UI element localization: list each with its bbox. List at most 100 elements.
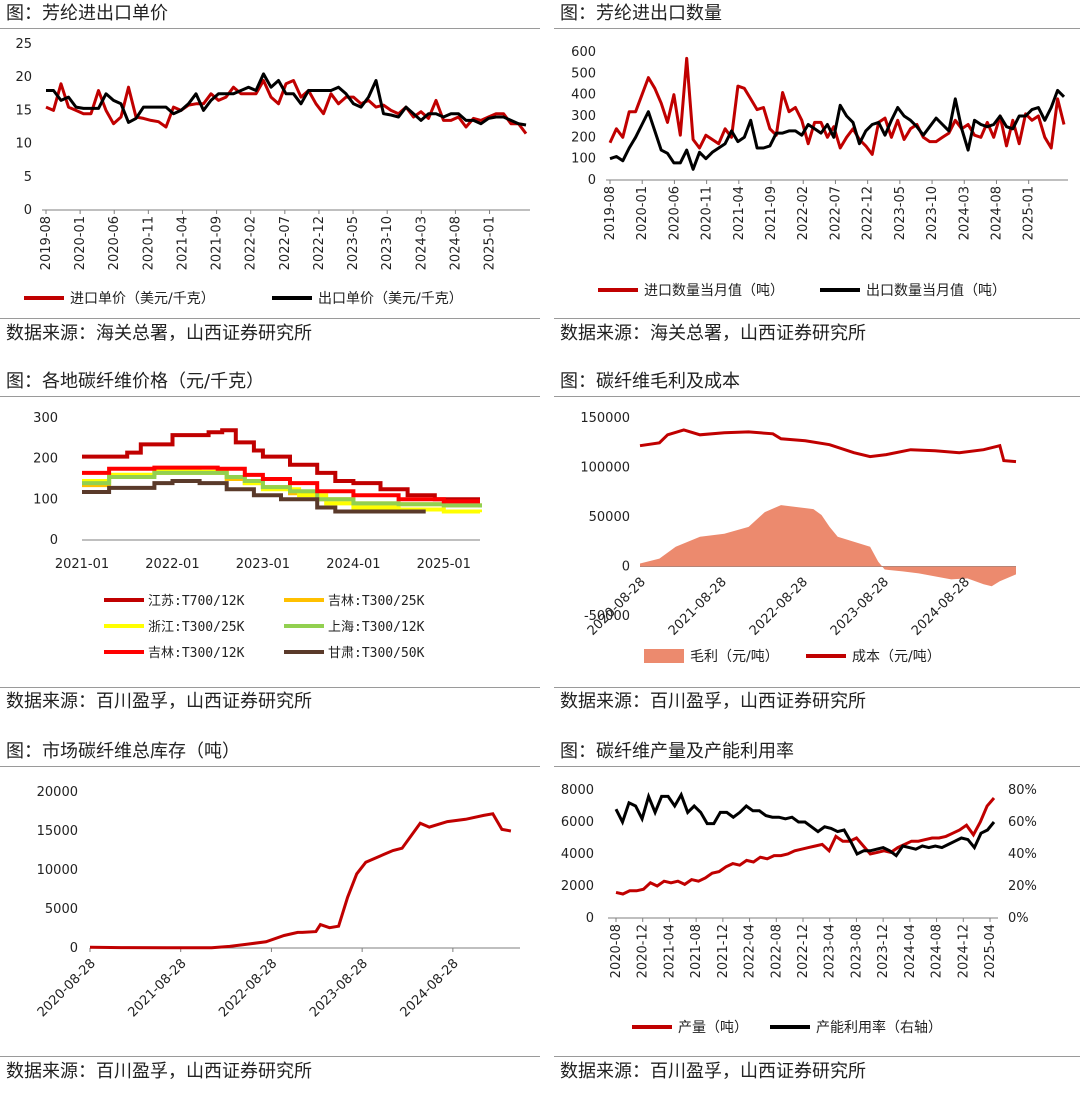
y-tick-label: 20000 [37, 785, 78, 800]
chart-panel-output-and-utilization: 图：碳纤维产量及产能利用率 0 2000 4000 6000 8000 0% 20% 40% 6… [540, 738, 1080, 1100]
y-tick-label: 0 [588, 173, 596, 188]
y-tick-label: 150000 [580, 411, 630, 426]
legend-label: 甘肃:T300/50K [328, 646, 425, 661]
x-tick-label: 2020-12 [636, 924, 651, 978]
x-tick-label: 2022-08-28 [747, 575, 811, 639]
chart-title: 图：芳纶进出口数量 [560, 3, 722, 24]
series-line [609, 88, 1066, 171]
chart-title: 图：碳纤维产量及产能利用率 [560, 741, 794, 762]
legend-label: 出口单价（美元/千克） [318, 291, 463, 307]
x-tick-label: 2023-10 [925, 186, 940, 240]
y-tick-label: 0 [622, 560, 630, 575]
divider [0, 1056, 540, 1057]
data-source: 数据来源：百川盈孚，山西证券研究所 [6, 691, 312, 712]
y-tick-label: 100 [33, 492, 58, 507]
x-tick-label: 2025-01 [483, 216, 498, 270]
x-tick-label: 2022-02 [244, 216, 259, 270]
x-tick-label: 2022-08 [769, 924, 784, 978]
y-tick-label: 25 [15, 37, 32, 52]
divider [0, 766, 540, 767]
legend-label: 出口数量当月值（吨） [866, 283, 1006, 299]
x-tick-label: 2020-08 [609, 924, 624, 978]
series-line [82, 465, 480, 504]
x-tick-label: 2024-04 [903, 924, 918, 978]
y2-tick-label: 80% [1008, 783, 1037, 798]
chart-panel-margin-and-cost: 图：碳纤维毛利及成本 -50000 0 50000 100000 150000 2020-… [540, 368, 1080, 730]
y-tick-label: 300 [571, 109, 596, 124]
x-tick-label: 2021-09 [764, 186, 779, 240]
chart-svg: 0 100 200 300 400 500 600 2019-08 2020-01 2020-06… [571, 45, 1068, 299]
x-tick-label: 2021-01 [55, 557, 109, 572]
x-tick-label: 2020-06 [107, 216, 122, 270]
x-tick-label: 2024-12 [956, 924, 971, 978]
y-tick-label: 0 [70, 941, 78, 956]
legend-label: 上海:T300/12K [328, 620, 425, 635]
y-tick-label: 0 [24, 203, 32, 218]
y-tick-label: 50000 [589, 510, 630, 525]
y-tick-label: 500 [571, 66, 596, 81]
x-tick-label: 2020-11 [700, 186, 715, 240]
x-tick-label: 2021-04 [732, 186, 747, 240]
series-line [639, 428, 1017, 464]
x-tick-label: 2022-07 [278, 216, 293, 270]
divider [554, 687, 1080, 688]
y-tick-label: 400 [571, 88, 596, 103]
y-tick-label: 5 [24, 170, 32, 185]
y-tick-label: 10000 [37, 863, 78, 878]
x-tick-label: 2023-08 [849, 924, 864, 978]
x-tick-label: 2023-05 [893, 186, 908, 240]
x-tick-label: 2025-04 [983, 924, 998, 978]
data-source: 数据来源：百川盈孚，山西证券研究所 [6, 1061, 312, 1082]
chart-svg: 0 5000 10000 15000 20000 2020-08-28 2021-08-28… [35, 785, 520, 1020]
divider [554, 1056, 1080, 1057]
x-tick-label: 2021-08-28 [126, 956, 190, 1020]
data-source: 数据来源：百川盈孚，山西证券研究所 [560, 1061, 866, 1082]
x-tick-label: 2024-01 [326, 557, 380, 572]
chart-title: 图：芳纶进出口单价 [6, 3, 168, 24]
legend-label: 进口数量当月值（吨） [644, 283, 784, 299]
chart-title: 图：碳纤维毛利及成本 [560, 371, 740, 392]
x-tick-label: 2020-11 [141, 216, 156, 270]
x-tick-label: 2024-08-28 [909, 575, 973, 639]
divider [0, 687, 540, 688]
series-line [46, 72, 527, 127]
x-tick-label: 2022-12 [861, 186, 876, 240]
chart-panel-carbon-fiber-price: 图：各地碳纤维价格（元/千克） 0 100 200 300 2021-01 2022-01… [0, 368, 540, 730]
legend-label: 毛利（元/吨） [690, 649, 779, 665]
y-tick-label: 300 [33, 411, 58, 426]
chart-svg: 0 2000 4000 6000 8000 0% 20% 40% 60% 80% 2020-08 20… [561, 783, 1037, 1036]
x-tick-label: 2019-08 [603, 186, 618, 240]
legend-label: 吉林:T300/12K [148, 646, 245, 661]
data-source: 数据来源：海关总署，山西证券研究所 [560, 323, 866, 344]
x-tick-label: 2023-12 [876, 924, 891, 978]
legend-label: 吉林:T300/25K [328, 594, 425, 609]
x-tick-label: 2023-01 [236, 557, 290, 572]
y-tick-label: 4000 [561, 847, 594, 862]
chart-title: 图：市场碳纤维总库存（吨） [6, 741, 240, 762]
x-tick-label: 2022-12 [796, 924, 811, 978]
x-tick-label: 2024-03 [957, 186, 972, 240]
x-tick-label: 2023-10 [380, 216, 395, 270]
chart-panel-import-export-price: 图：芳纶进出口单价 0 5 10 15 20 25 2019-08 2020-01 2020-0… [0, 0, 540, 362]
y-tick-label: 200 [33, 452, 58, 467]
legend-swatch [644, 649, 684, 663]
y-tick-label: 100 [571, 152, 596, 167]
x-tick-label: 2023-05 [346, 216, 361, 270]
legend-label: 进口单价（美元/千克） [70, 291, 215, 307]
x-tick-label: 2024-08 [930, 924, 945, 978]
x-tick-label: 2025-01 [1022, 186, 1037, 240]
x-tick-label: 2022-02 [796, 186, 811, 240]
y-tick-label: 10 [15, 137, 32, 152]
y2-tick-label: 40% [1008, 847, 1037, 862]
legend-label: 产量（吨） [678, 1020, 748, 1036]
divider [554, 318, 1080, 319]
x-tick-label: 2023-08-28 [828, 575, 892, 639]
x-tick-label: 2021-08-28 [666, 575, 730, 639]
y-tick-label: 200 [571, 130, 596, 145]
x-tick-label: 2022-12 [312, 216, 327, 270]
y-tick-label: 100000 [580, 461, 630, 476]
y-tick-label: 5000 [45, 902, 78, 917]
x-tick-label: 2021-04 [662, 924, 677, 978]
x-tick-label: 2024-08 [448, 216, 463, 270]
legend-label: 产能利用率（右轴） [816, 1019, 942, 1036]
